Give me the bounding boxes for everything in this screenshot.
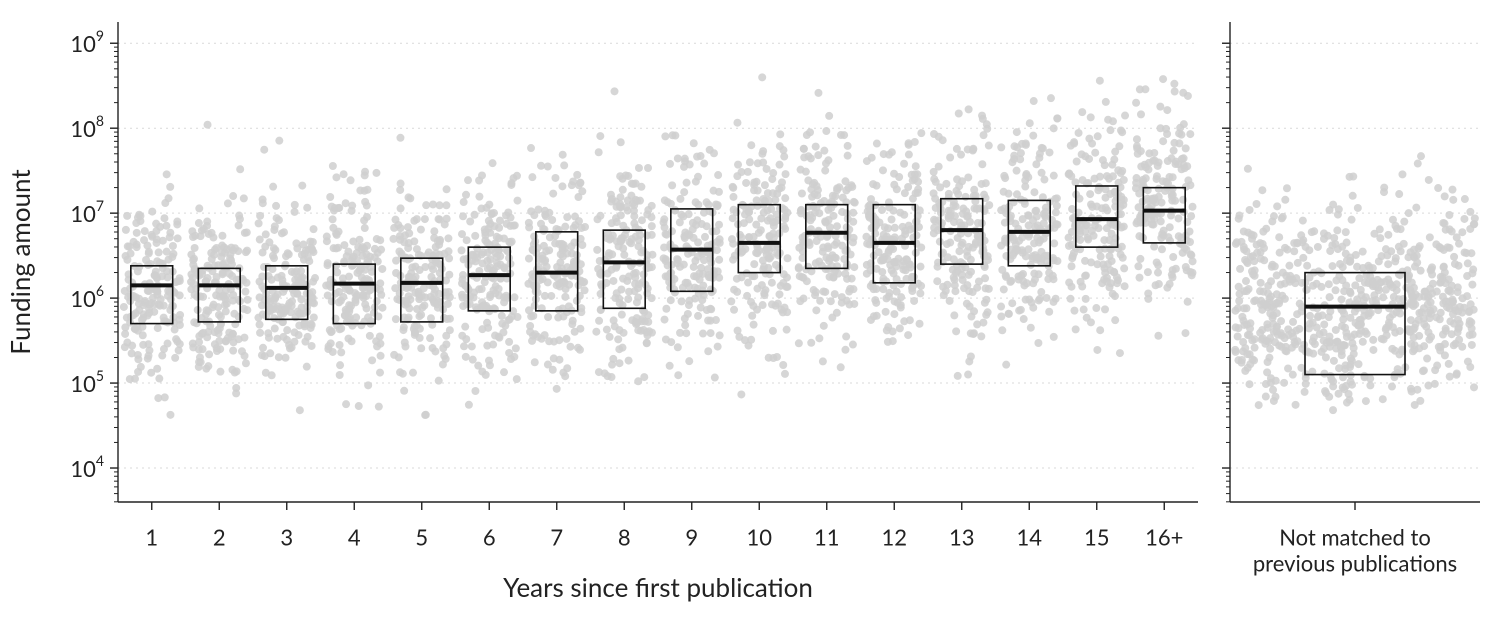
x-tick-label: 9	[685, 524, 698, 551]
x-tick-label: 8	[618, 524, 631, 551]
y-tick-label: 108	[70, 112, 104, 142]
x-tick-label: 7	[550, 524, 563, 551]
y-tick-label: 109	[70, 27, 104, 57]
x-tick-label: 11	[814, 524, 840, 551]
x-tick-label: 1	[145, 524, 158, 551]
x-tick-label: 12	[881, 524, 907, 551]
chart-svg: 1041051061071081091234567891011121314151…	[0, 0, 1500, 628]
x-axis-label: Years since first publication	[503, 571, 813, 603]
x-tick-label: 4	[348, 524, 361, 551]
x-tick-label: 6	[483, 524, 496, 551]
x-tick-label: 15	[1084, 524, 1110, 551]
right-panel-label-line2: previous publications	[1253, 550, 1457, 577]
right-panel-label-line1: Not matched to	[1279, 524, 1431, 551]
right-panel: Not matched toprevious publications	[1222, 22, 1480, 577]
y-axis-label: Funding amount	[4, 169, 36, 355]
y-tick-label: 107	[70, 197, 104, 227]
x-tick-label: 13	[949, 524, 975, 551]
scatter-left	[120, 73, 1197, 419]
x-tick-label: 14	[1016, 524, 1042, 551]
x-tick-label: 10	[746, 524, 772, 551]
x-tick-label: 16+	[1145, 524, 1183, 551]
x-tick-label: 5	[415, 524, 428, 551]
chart-root: 1041051061071081091234567891011121314151…	[0, 0, 1500, 628]
x-tick-label: 2	[213, 524, 226, 551]
left-panel: 1041051061071081091234567891011121314151…	[70, 22, 1198, 603]
y-tick-label: 104	[70, 452, 104, 482]
y-tick-label: 106	[70, 282, 104, 312]
x-tick-label: 3	[280, 524, 293, 551]
y-tick-label: 105	[70, 367, 104, 397]
